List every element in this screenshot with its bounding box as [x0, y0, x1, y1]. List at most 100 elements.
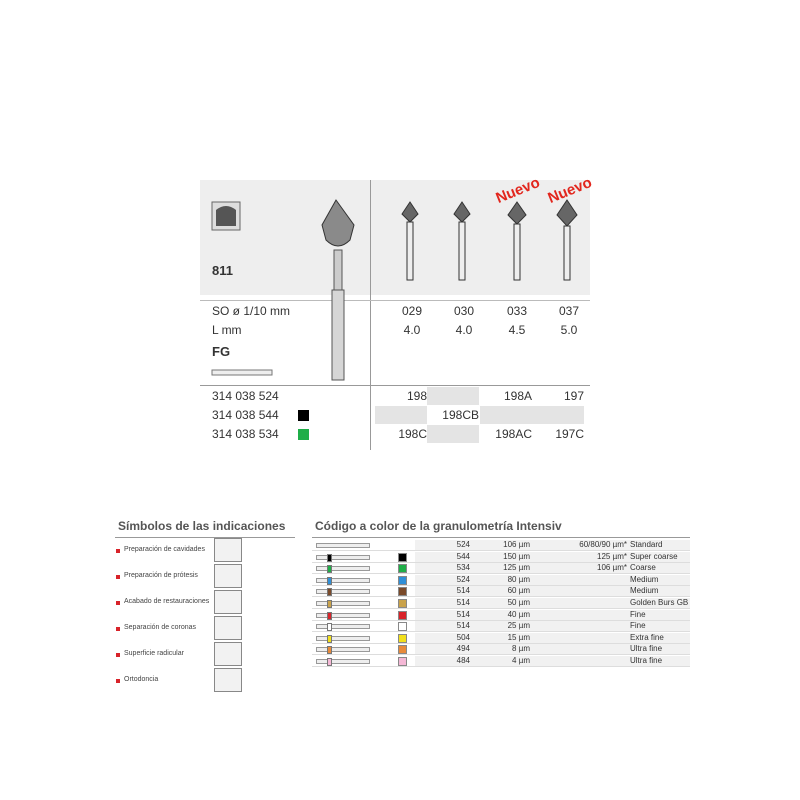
color-band [327, 600, 332, 608]
color-band [327, 658, 332, 666]
small-burs [401, 199, 578, 281]
spec-value: 033 [506, 304, 528, 318]
grit-code: 534 [456, 563, 470, 573]
empty-cell [375, 406, 427, 424]
indication: Separación de coronas [124, 624, 196, 631]
grit-name: Coarse [630, 563, 656, 573]
ref-number: 198A [503, 389, 532, 403]
color-square [398, 633, 407, 643]
color-band [327, 634, 332, 643]
grit-name: Medium [630, 586, 659, 596]
bur-icon [316, 612, 370, 618]
bur-icon [316, 659, 370, 664]
grit-code: 504 [456, 632, 470, 642]
color-code [298, 410, 309, 421]
divider [200, 385, 590, 386]
spec-label: SO ø 1/10 mm [212, 304, 291, 318]
ref-number: 197 [563, 389, 584, 403]
grit-code: 514 [456, 621, 470, 631]
bullet [116, 549, 120, 553]
grit-name: Medium [630, 574, 659, 584]
bur-icon [316, 554, 370, 560]
shank-type: FG [212, 344, 231, 359]
color-band [327, 646, 332, 655]
ref-number: 198CB [442, 408, 479, 422]
indication: Preparación de cavidades [124, 546, 205, 553]
grit-size: 15 µm [507, 632, 530, 642]
ref-number: 197C [555, 427, 584, 441]
grit-cell-bg [415, 540, 690, 550]
ref-number: 198 [406, 389, 427, 403]
bur-icon [316, 543, 370, 548]
grit-name: Extra fine [630, 632, 664, 642]
spec-value: 4.0 [455, 323, 473, 337]
color-band [327, 623, 332, 632]
grit-cell-bg [415, 598, 690, 608]
ref-number: 198AC [495, 427, 532, 441]
indication-icon [214, 668, 242, 692]
grit-name: Ultra fine [630, 656, 663, 665]
row-line [312, 654, 690, 656]
grit-name: Standard [630, 540, 663, 549]
grit-name: Golden Burs GB [630, 598, 689, 607]
grit-name: Fine [630, 609, 646, 619]
bur-icon [316, 647, 370, 653]
empty-cell [480, 406, 532, 424]
row-line [312, 550, 690, 551]
bur-icon [316, 601, 370, 606]
bullet [116, 575, 120, 579]
indication: Ortodoncia [124, 676, 159, 683]
grit-code: 544 [456, 551, 470, 561]
bullet [116, 679, 120, 683]
grit-code: 494 [456, 644, 470, 654]
color-square [398, 657, 407, 666]
empty-cell [532, 406, 584, 424]
grit-cell-bg [415, 586, 690, 597]
row-line [312, 584, 690, 586]
row-line [312, 608, 690, 609]
section-title: Código a color de la granulometría Inten… [315, 519, 562, 533]
grit-size: 25 µm [507, 621, 530, 631]
grit-code: 524 [456, 574, 470, 584]
grit-code: 514 [456, 598, 470, 607]
color-square [398, 564, 407, 574]
color-square [398, 552, 407, 562]
indication-icon [214, 564, 242, 588]
spec-label: L mm [212, 323, 242, 337]
grit-size: 8 µm [512, 644, 530, 654]
indication: Preparación de prótesis [124, 572, 198, 579]
ref-number: 198C [398, 427, 427, 441]
color-band [327, 611, 332, 620]
icon [216, 206, 236, 226]
spec-value: 4.5 [508, 323, 526, 337]
grit-cell-bg [415, 574, 690, 585]
grit-code: 514 [456, 609, 470, 619]
grit-cell-bg [415, 551, 690, 562]
grit-size: 150 µm [503, 551, 530, 561]
header-panel [200, 180, 590, 295]
grit-name: Ultra fine [630, 644, 663, 654]
divider [312, 537, 690, 538]
shank-icon [211, 369, 273, 376]
grit-cell-bg [415, 644, 690, 655]
indication-icon [214, 616, 242, 640]
indication-icon [214, 590, 242, 614]
spec-value: 4.0 [403, 323, 421, 337]
empty-cell [427, 387, 479, 405]
product-number: 811 [212, 263, 233, 278]
row-line [312, 596, 690, 598]
grit-cell-bg [415, 632, 690, 643]
color-square [398, 622, 407, 632]
spec-value: 5.0 [560, 323, 578, 337]
indication: Acabado de restauraciones [124, 598, 210, 605]
color-square [398, 599, 407, 608]
grit-code: 484 [456, 656, 470, 665]
color-band [327, 588, 332, 597]
color-square [398, 610, 407, 620]
grit-code: 524 [456, 540, 470, 549]
grit-size: 40 µm [507, 609, 530, 619]
grit-size: 106 µm [503, 540, 530, 549]
row-line [312, 666, 690, 667]
bur-icon [316, 589, 370, 595]
divider [370, 180, 371, 450]
